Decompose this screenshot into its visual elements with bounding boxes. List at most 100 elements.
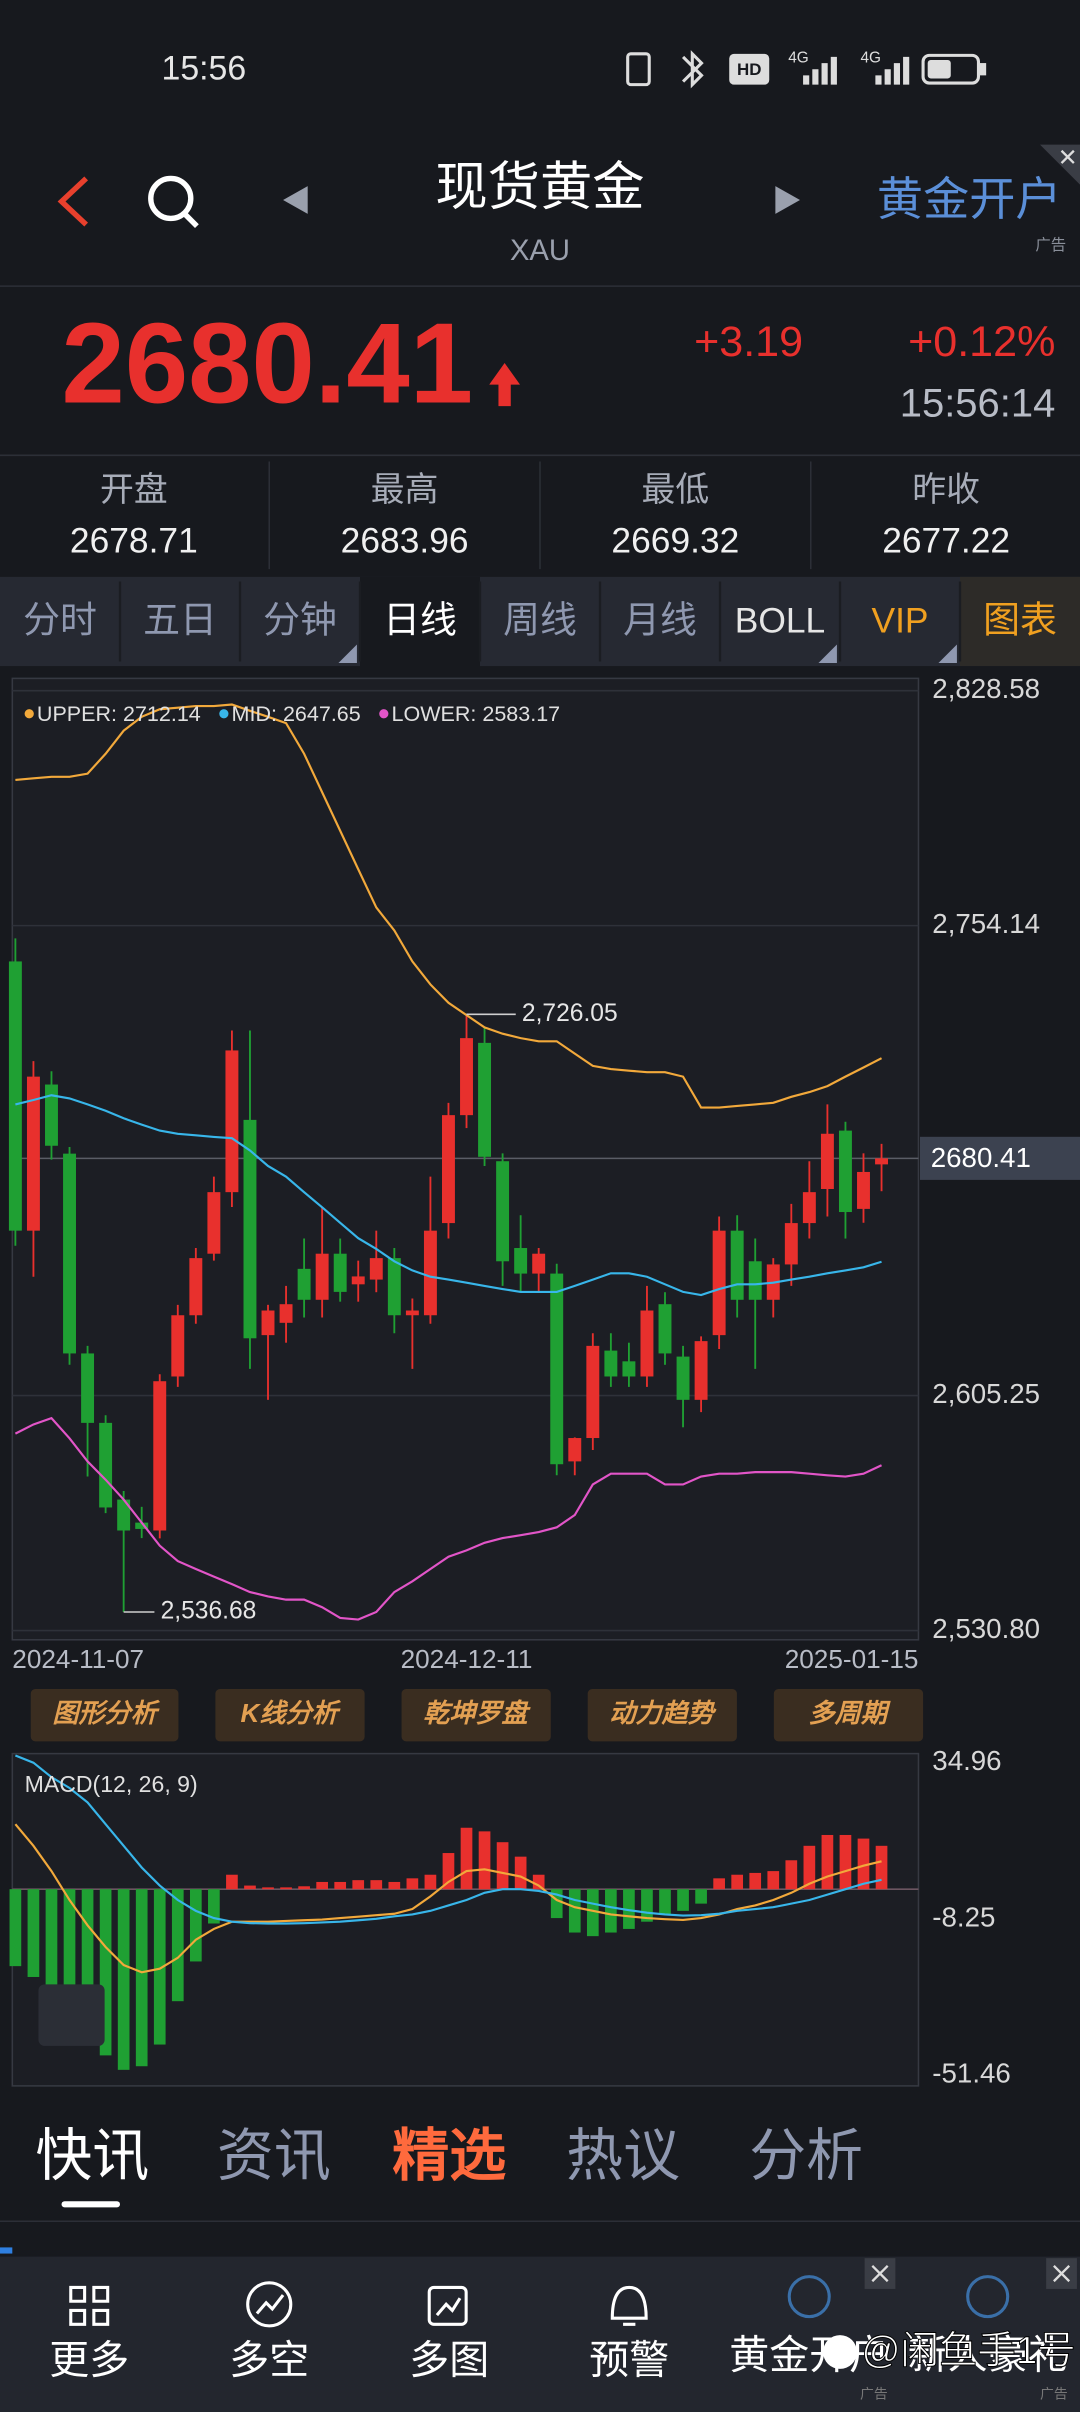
legend-marker — [379, 709, 389, 719]
macd-bar — [135, 1889, 148, 2067]
candle-body — [676, 1356, 690, 1400]
tool-button[interactable] — [215, 1689, 365, 1742]
gift-icon — [966, 2275, 1010, 2319]
macd-bar — [244, 1885, 256, 1890]
nav-label[interactable]: 多图 — [409, 2338, 489, 2382]
ad-tag: 广告 — [1035, 236, 1066, 254]
candle-body — [207, 1192, 221, 1254]
ad-close-icon — [1060, 149, 1075, 164]
x-tick-label: 2025-01-15 — [785, 1644, 919, 1674]
macd-bar — [478, 1831, 491, 1890]
candle-body — [640, 1310, 654, 1377]
macd-bar — [27, 1889, 40, 1977]
candle-body — [496, 1161, 510, 1262]
tab-selected[interactable]: 日线 — [383, 600, 457, 641]
tool-button[interactable] — [773, 1689, 924, 1742]
tab[interactable]: 图表 — [983, 600, 1057, 641]
macd-bar — [45, 1889, 58, 1991]
hd-label: HD — [737, 60, 761, 79]
multichart-icon — [427, 2285, 468, 2326]
macd-bar — [514, 1856, 527, 1890]
legend-label: MID: 2647.65 — [232, 702, 361, 726]
y-tick-label: 2,605.25 — [932, 1378, 1040, 1409]
candle-body — [279, 1304, 293, 1323]
tab[interactable]: 周线 — [503, 600, 577, 641]
macd-bar — [821, 1834, 834, 1890]
candle-body — [604, 1350, 618, 1377]
prev-button[interactable] — [283, 186, 308, 214]
candle-body — [315, 1253, 329, 1300]
news-tab-selected[interactable]: 快讯 — [35, 2124, 149, 2188]
candle-body — [658, 1304, 672, 1354]
candle-body — [586, 1345, 600, 1439]
tool-button[interactable] — [30, 1689, 179, 1742]
candle-body — [784, 1223, 798, 1265]
candle-body — [730, 1230, 744, 1300]
longshort-icon — [246, 2281, 293, 2328]
nav-label[interactable]: 多空 — [229, 2338, 309, 2382]
tool-button[interactable] — [401, 1689, 551, 1742]
macd-bar — [731, 1874, 744, 1890]
up-arrow — [489, 363, 520, 407]
macd-bar — [641, 1889, 653, 1922]
nav-label[interactable]: 新人豪礼 — [908, 2334, 1068, 2378]
next-button[interactable] — [775, 186, 800, 214]
news-tab-indicator — [61, 2201, 120, 2208]
candle-body — [423, 1230, 437, 1316]
legend-marker — [24, 709, 34, 719]
tab[interactable]: 分时 — [23, 600, 97, 641]
nav-ad-tag: 广告 — [1040, 2386, 1068, 2402]
tab[interactable]: 分钟 — [263, 600, 337, 641]
tab[interactable]: BOLL — [735, 601, 825, 640]
tool-label: 乾坤罗盘 — [423, 1698, 531, 1728]
legend-label: UPPER: 2712.14 — [37, 702, 201, 726]
news-tab[interactable]: 资讯 — [217, 2124, 331, 2188]
nav-label[interactable]: 黄金开户 — [729, 2334, 889, 2378]
watermark: @闲鱼手1号 — [862, 2330, 1076, 2373]
candle-body — [405, 1310, 419, 1316]
stat-label: 最高 — [371, 471, 439, 509]
fullscreen-button — [38, 1984, 105, 2046]
y-tick-label: 2,828.58 — [932, 673, 1040, 704]
macd-bar — [568, 1889, 581, 1933]
macd-bar — [839, 1834, 852, 1890]
candle-body — [8, 961, 22, 1231]
macd-bar — [532, 1874, 545, 1890]
news-tab[interactable]: 分析 — [749, 2124, 863, 2188]
macd-bar — [875, 1845, 888, 1890]
title: 现货黄金 — [435, 159, 644, 217]
price-change-percent: +0.12% — [908, 318, 1055, 366]
nav-label[interactable]: 预警 — [589, 2338, 669, 2382]
macd-bar — [117, 1889, 130, 2070]
nav-label[interactable]: 更多 — [49, 2338, 129, 2382]
macd-bar — [99, 1889, 112, 2056]
tab-bar — [0, 576, 1080, 667]
x-tick-label: 2024-11-07 — [12, 1644, 144, 1674]
y-tick-label: 2,530.80 — [932, 1613, 1040, 1644]
network-label: 4G — [861, 50, 882, 67]
current-price-badge — [920, 1136, 1080, 1180]
tool-button[interactable] — [587, 1689, 737, 1742]
macd-bar — [659, 1889, 671, 1915]
candle-body — [243, 1119, 257, 1339]
tab[interactable]: VIP — [871, 601, 928, 640]
ad-link[interactable]: 黄金开户 — [877, 173, 1062, 225]
macd-bar — [334, 1881, 347, 1890]
tab[interactable]: 五日 — [143, 600, 217, 641]
watermark-logo — [823, 2335, 857, 2369]
candle-body — [838, 1130, 852, 1213]
gold-account-icon — [787, 2275, 831, 2319]
news-tab[interactable]: 精选 — [392, 2124, 506, 2188]
stat-label: 开盘 — [100, 471, 168, 509]
macd-bar — [749, 1872, 762, 1890]
search-button[interactable] — [148, 175, 199, 229]
nav-ad-tag: 广告 — [860, 2386, 888, 2402]
back-button[interactable] — [57, 176, 88, 227]
news-tab[interactable]: 热议 — [566, 2124, 680, 2188]
macd-title: MACD(12, 26, 9) — [25, 1771, 198, 1797]
progress-indicator — [0, 2247, 13, 2254]
macd-bar — [388, 1881, 401, 1890]
candle-body — [460, 1038, 473, 1116]
tab[interactable]: 月线 — [623, 600, 697, 641]
